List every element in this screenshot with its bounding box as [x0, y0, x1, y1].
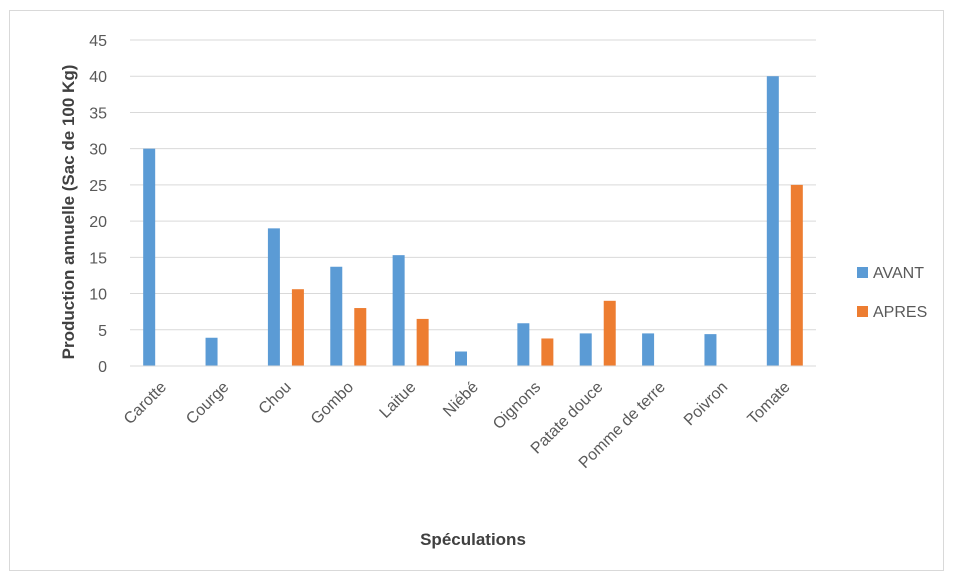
- x-axis-title: Spéculations: [420, 530, 526, 549]
- bar-apres-7: [603, 300, 616, 366]
- legend-swatch-avant: [857, 267, 868, 278]
- bar-apres-2: [291, 289, 304, 366]
- bar-avant-7: [579, 333, 592, 366]
- bar-avant-9: [704, 334, 717, 366]
- x-tick-label: Gombo: [308, 379, 357, 428]
- y-axis-title: Production annuelle (Sac de 100 Kg): [59, 65, 78, 360]
- bar-apres-4: [416, 318, 429, 366]
- y-tick-label: 25: [89, 178, 107, 195]
- bar-avant-4: [392, 255, 405, 366]
- x-tick-label: Laitue: [377, 379, 420, 422]
- x-tick-label: Courge: [183, 379, 232, 428]
- y-tick-label: 40: [89, 69, 107, 86]
- x-tick-label: Niébé: [440, 379, 482, 421]
- x-axis-ticks: Carotte Courge Chou Gombo Laitue Niébé Oignons…: [121, 379, 794, 472]
- gridlines: [130, 39, 816, 331]
- bar-avant-2: [267, 228, 280, 366]
- bar-avant-0: [143, 148, 156, 366]
- bar-avant-1: [205, 337, 218, 366]
- bars: [143, 76, 803, 366]
- y-axis-ticks: 0 5 10 15 20 25 30 35 40 45: [89, 33, 107, 376]
- y-tick-label: 15: [89, 250, 107, 267]
- y-tick-label: 20: [89, 214, 107, 231]
- y-tick-label: 10: [89, 287, 107, 304]
- x-tick-label: Poivron: [681, 379, 731, 429]
- chart-frame: [9, 10, 944, 571]
- bar-avant-5: [455, 351, 467, 366]
- bar-avant-6: [517, 323, 530, 366]
- bar-apres-6: [541, 338, 554, 366]
- bar-avant-10: [766, 76, 779, 366]
- legend-label-avant: AVANT: [873, 265, 924, 282]
- y-tick-label: 35: [89, 105, 107, 122]
- bar-apres-10: [790, 184, 803, 366]
- y-tick-label: 5: [98, 323, 107, 340]
- legend: AVANT APRES: [857, 265, 927, 321]
- x-tick-label: Chou: [256, 379, 295, 418]
- bar-avant-8: [642, 333, 655, 366]
- x-tick-label: Oignons: [490, 379, 544, 433]
- legend-swatch-apres: [857, 306, 868, 317]
- y-tick-label: 45: [89, 33, 107, 50]
- x-tick-label: Tomate: [745, 379, 794, 428]
- x-tick-label: Carotte: [121, 379, 170, 428]
- legend-label-apres: APRES: [873, 304, 927, 321]
- bar-avant-3: [330, 266, 343, 366]
- y-tick-label: 30: [89, 142, 107, 159]
- y-tick-label: 0: [98, 359, 107, 376]
- bar-apres-3: [354, 308, 367, 366]
